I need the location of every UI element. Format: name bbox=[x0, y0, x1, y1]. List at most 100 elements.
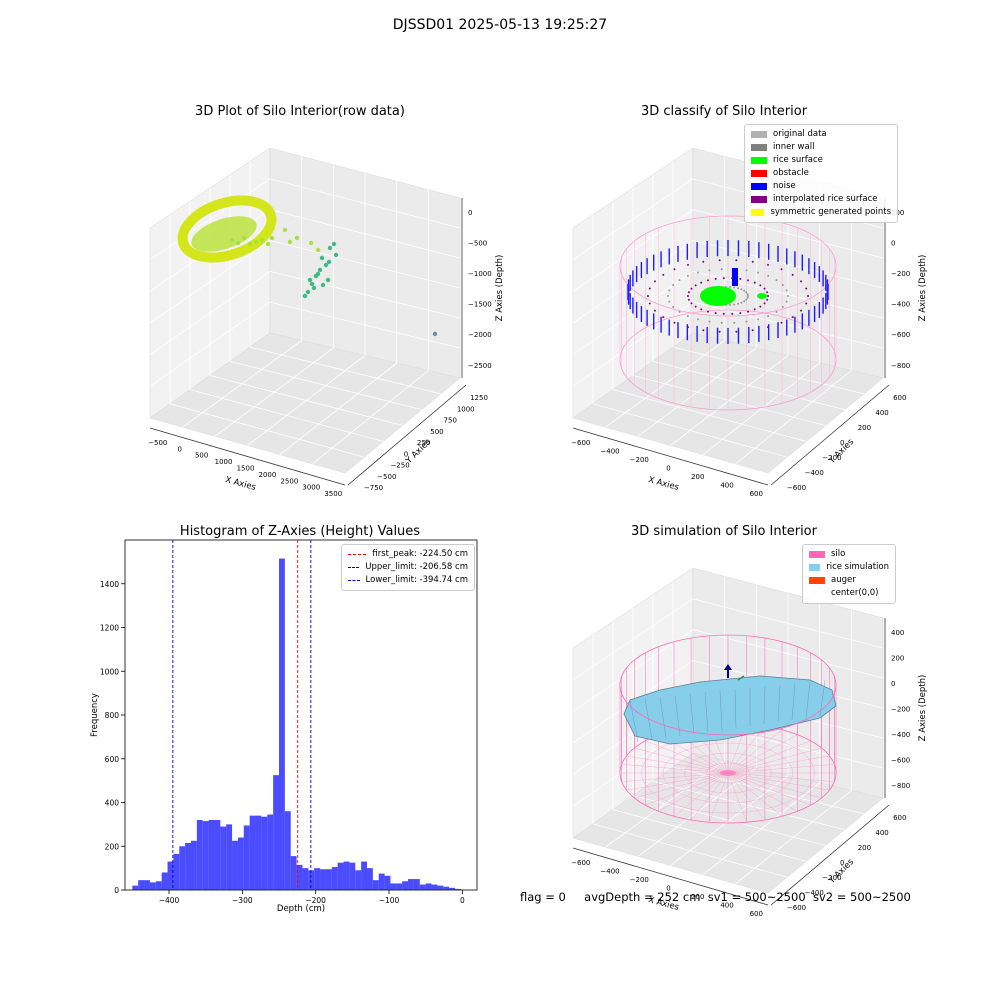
sim-silo-floor-spoke bbox=[727, 734, 798, 774]
classify-x-axis-line bbox=[572, 427, 769, 486]
sim-x-tick-label: 600 bbox=[750, 910, 763, 918]
histogram-bar bbox=[443, 886, 450, 890]
histogram-bar bbox=[302, 868, 309, 890]
raw-grid-line bbox=[249, 346, 441, 395]
classify-inner-point bbox=[702, 260, 705, 263]
classify-inner-point bbox=[767, 263, 769, 266]
legend-swatch bbox=[751, 196, 767, 203]
raw-data-point bbox=[265, 241, 271, 247]
classify-inner-point bbox=[805, 287, 808, 290]
classify-inner-point bbox=[800, 309, 803, 312]
sim-silo-floor-spoke bbox=[673, 772, 729, 817]
classify-inner-point bbox=[700, 281, 703, 284]
legend-label: inner wall bbox=[773, 142, 815, 152]
raw-data-point bbox=[320, 282, 326, 288]
histogram-x-tick-label: −100 bbox=[379, 896, 400, 905]
classify-inner-point bbox=[753, 308, 756, 311]
classify-inner-point bbox=[767, 326, 769, 329]
legend-entry: noise bbox=[751, 180, 891, 193]
legend-entry: first_peak: -224.50 cm bbox=[348, 548, 468, 561]
classify-rice-surface bbox=[700, 286, 736, 306]
histogram-bar bbox=[261, 816, 268, 890]
legend-swatch bbox=[751, 209, 765, 216]
histogram-y-tick-label: 400 bbox=[105, 799, 120, 808]
histogram-bar bbox=[408, 879, 414, 890]
sim-silo-floor-spoke bbox=[727, 740, 811, 774]
histogram-bar bbox=[208, 820, 215, 890]
histogram-bar bbox=[372, 880, 379, 890]
legend-entry: interpolated rice surface bbox=[751, 193, 891, 206]
raw-panel-title: 3D Plot of Silo Interior(row data) bbox=[195, 104, 405, 119]
classify-inner-point bbox=[668, 300, 671, 303]
histogram-y-tick-label: 600 bbox=[105, 755, 120, 764]
classify-legend: original data inner wall rice surface obsta… bbox=[744, 124, 898, 223]
histogram-bar bbox=[196, 820, 203, 890]
classify-inner-point bbox=[718, 259, 721, 262]
raw-data-point bbox=[302, 293, 308, 299]
raw-data-point bbox=[326, 259, 332, 265]
classify-inner-point bbox=[745, 291, 748, 294]
sim-silo-floor-spoke bbox=[709, 772, 729, 823]
histogram-bar bbox=[455, 888, 461, 890]
sim-y-axis-line bbox=[770, 804, 890, 906]
classify-rice-surface bbox=[757, 293, 767, 299]
raw-data-point bbox=[311, 285, 317, 291]
histogram-bar bbox=[273, 775, 279, 890]
sim-auger-arrow bbox=[724, 664, 732, 670]
classify-inner-point bbox=[735, 330, 738, 333]
raw-z-tick-label: −2000 bbox=[468, 331, 492, 339]
sv1-text: sv1 = 500~2500 bbox=[707, 890, 806, 904]
sim-rice-mesh-line bbox=[674, 695, 681, 737]
histogram-legend: first_peak: -224.50 cm Upper_limit: -206.… bbox=[341, 544, 475, 591]
classify-inner-point bbox=[751, 260, 754, 263]
classify-inner-point bbox=[687, 326, 689, 329]
legend-label: interpolated rice surface bbox=[773, 194, 878, 204]
classify-inner-point bbox=[757, 271, 759, 274]
classify-inner-point bbox=[807, 295, 809, 297]
classify-y-tick-label: 200 bbox=[858, 424, 871, 432]
histogram-bar bbox=[249, 815, 256, 890]
raw-data-point bbox=[305, 289, 311, 295]
flag-text: flag = 0 bbox=[520, 890, 566, 904]
histogram-bar bbox=[155, 881, 162, 890]
avg-depth-text: avgDepth = 252 cm bbox=[584, 890, 701, 904]
classify-inner-point bbox=[708, 269, 711, 272]
legend-entry: auger bbox=[809, 574, 889, 587]
classify-inner-point bbox=[747, 310, 749, 313]
sim-silo-floor-spoke bbox=[727, 772, 783, 817]
raw-x-tick-label: 1500 bbox=[237, 465, 255, 473]
raw-data-point bbox=[247, 241, 253, 247]
classify-inner-point bbox=[694, 305, 697, 308]
classify-inner-point bbox=[714, 277, 717, 280]
classify-inner-point bbox=[697, 271, 699, 274]
sim-rice-mesh-line bbox=[719, 690, 723, 731]
classify-inner-point bbox=[690, 302, 693, 305]
legend-swatch bbox=[809, 577, 825, 584]
classify-y-tick-label: 0 bbox=[840, 439, 844, 447]
classify-inner-point bbox=[733, 286, 736, 289]
histogram-x-tick-label: −400 bbox=[159, 896, 180, 905]
classify-inner-point bbox=[767, 315, 770, 318]
sim-x-tick-label: 0 bbox=[666, 885, 670, 893]
histogram-y-tick-label: 1400 bbox=[100, 580, 119, 589]
sim-silo-floor-spoke bbox=[727, 772, 830, 791]
histogram-bar bbox=[296, 864, 303, 890]
classify-inner-point bbox=[739, 312, 742, 315]
raw-data-point bbox=[333, 252, 339, 258]
classify-x-tick-label: −200 bbox=[630, 456, 649, 464]
histogram-bar bbox=[226, 824, 233, 890]
sim-center-spot bbox=[720, 770, 736, 776]
sim-x-tick-label: 200 bbox=[691, 893, 704, 901]
sim-silo-floor-spoke bbox=[727, 725, 766, 774]
sim-silo-top bbox=[619, 634, 837, 736]
histogram-y-axis-label: Frequency bbox=[90, 693, 100, 737]
classify-inner-point bbox=[759, 284, 762, 287]
classify-inner-point bbox=[714, 312, 717, 315]
legend-label: original data bbox=[773, 129, 827, 139]
legend-label: first_peak: -224.50 cm bbox=[372, 549, 468, 559]
legend-entry: inner wall bbox=[751, 141, 891, 154]
histogram-bar bbox=[349, 862, 356, 890]
raw-x-tick-label: 2000 bbox=[259, 471, 277, 479]
classify-inner-point bbox=[678, 279, 681, 282]
histogram-bar bbox=[314, 868, 321, 890]
